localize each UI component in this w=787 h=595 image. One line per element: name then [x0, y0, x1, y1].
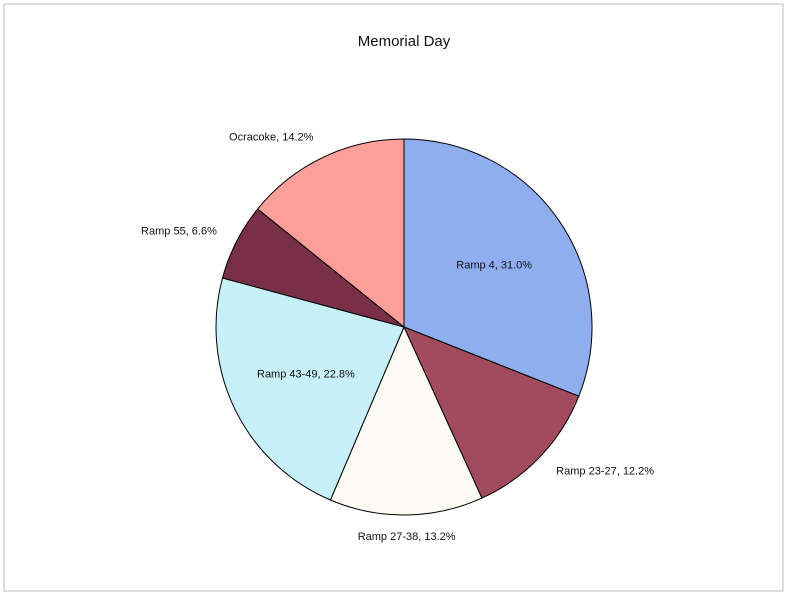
data-label: Ramp 43-49, 22.8%	[257, 369, 355, 381]
pie-slice	[215, 277, 405, 501]
data-label: Ramp 27-38, 13.2%	[358, 531, 456, 543]
data-label: Ramp 55, 6.6%	[141, 226, 217, 238]
data-label: Ocracoke, 14.2%	[229, 131, 314, 143]
chart-title: Memorial Day	[358, 33, 451, 50]
pie-slice	[403, 138, 593, 397]
pie-slice	[403, 326, 580, 499]
data-label: Ramp 4, 31.0%	[456, 260, 532, 272]
pie-slice	[329, 325, 483, 516]
data-label: Ramp 23-27, 12.2%	[556, 466, 654, 478]
pie-slice	[256, 138, 405, 329]
